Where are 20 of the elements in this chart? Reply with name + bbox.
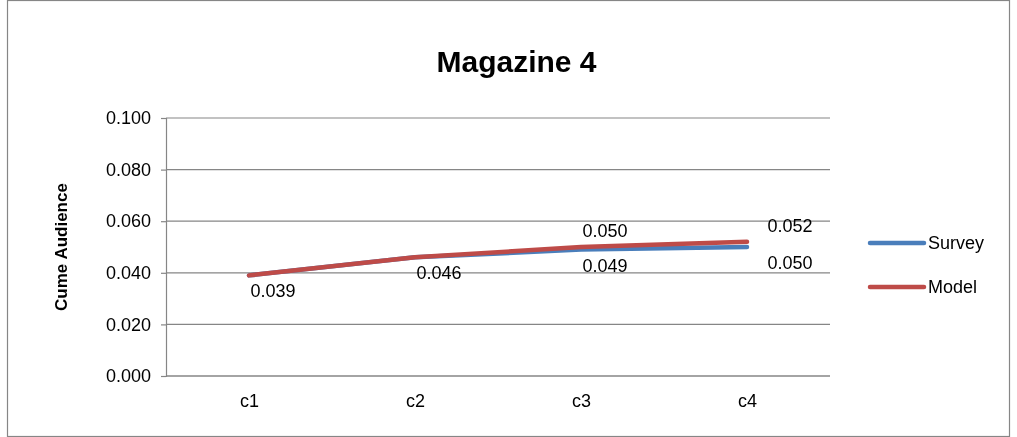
y-tick-label: 0.000 — [105, 366, 151, 387]
data-label: 0.050 — [767, 253, 813, 273]
data-label: 0.052 — [767, 215, 813, 236]
chart-title: Magazine 4 — [436, 45, 597, 78]
data-label: 0.046 — [416, 263, 462, 284]
y-tick-label: 0.060 — [105, 211, 151, 232]
x-tick-label: c1 — [239, 390, 260, 411]
data-label: 0.049 — [582, 255, 628, 276]
x-tick-label: c2 — [405, 390, 426, 411]
legend-label: Survey — [928, 233, 985, 253]
data-label: 0.050 — [582, 221, 628, 241]
legend-label: Model — [928, 277, 978, 297]
x-tick-label: c4 — [737, 390, 758, 411]
y-tick-label: 0.100 — [105, 108, 151, 129]
y-tick-label: 0.080 — [105, 159, 151, 180]
y-axis-title: Cume Audience — [52, 183, 71, 311]
y-tick-label: 0.040 — [105, 263, 151, 284]
y-tick-label: 0.020 — [105, 314, 151, 335]
x-tick-label: c3 — [571, 390, 592, 411]
data-label: 0.039 — [250, 281, 296, 302]
